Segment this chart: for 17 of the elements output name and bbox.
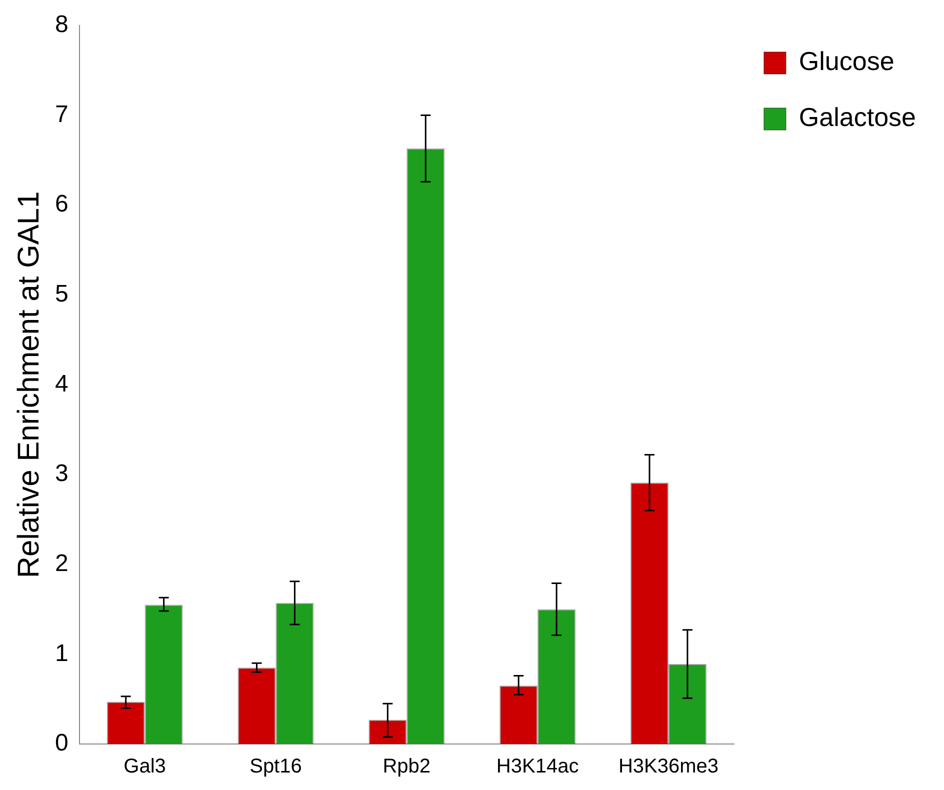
y-axis-title: Relative Enrichment at GAL1 <box>12 191 46 578</box>
y-tick-label: 1 <box>54 640 68 667</box>
y-tick-label: 7 <box>54 100 68 128</box>
legend-label: Glucose <box>798 46 894 76</box>
y-tick-label: 8 <box>54 11 68 38</box>
x-tick-label: Gal3 <box>124 756 166 778</box>
x-tick-label: H3K14ac <box>496 756 579 778</box>
y-tick-label: 5 <box>54 280 68 308</box>
y-tick-label: 0 <box>54 730 68 757</box>
legend-label: Galactose <box>798 102 916 132</box>
y-tick-label: 4 <box>54 370 68 398</box>
x-tick-label: Spt16 <box>250 756 302 778</box>
x-tick-label: H3K36me3 <box>618 756 719 778</box>
y-tick-label: 2 <box>54 550 68 577</box>
y-tick-label: 6 <box>54 190 68 218</box>
x-tick-label: Rpb2 <box>382 756 431 778</box>
y-tick-label: 3 <box>54 460 68 488</box>
